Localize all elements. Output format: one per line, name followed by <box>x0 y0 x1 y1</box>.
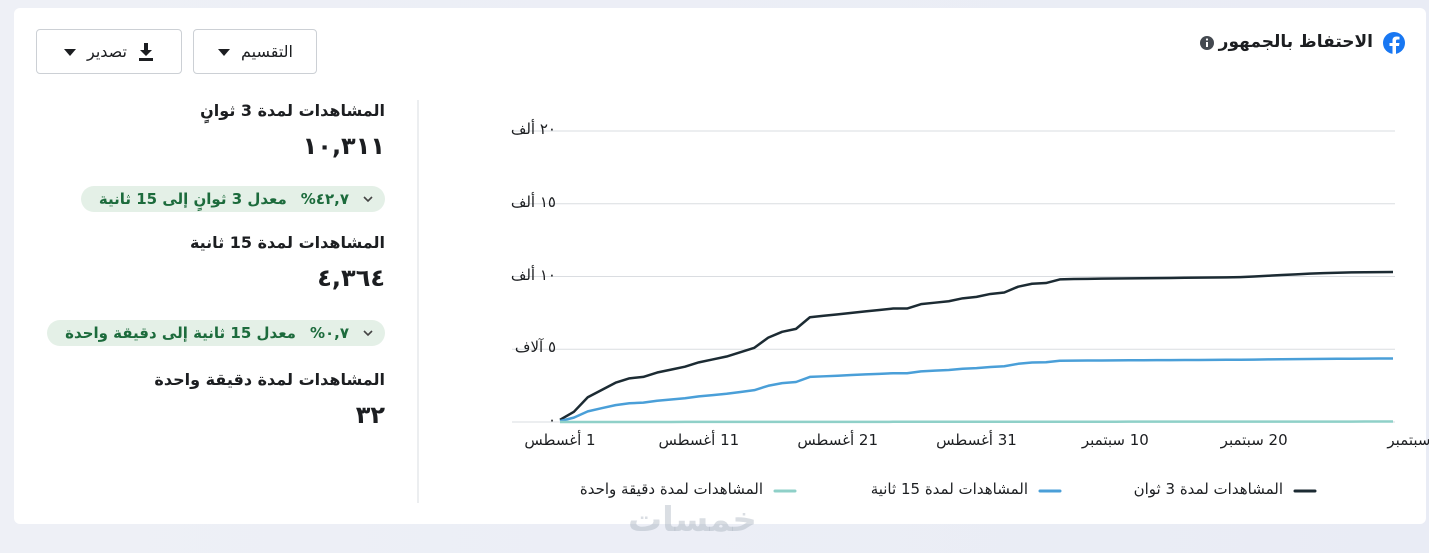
card <box>14 8 1426 524</box>
stat-label: المشاهدات لمدة 15 ثانية <box>189 233 385 252</box>
x-tick-label: 1 أغسطس <box>524 431 596 449</box>
info-glyph <box>1206 42 1208 47</box>
y-tick-label: ٠ <box>547 411 556 429</box>
export-button[interactable]: تصدير <box>36 29 182 74</box>
y-tick-label: ٢٠ ألف <box>510 120 556 138</box>
y-tick-label: ٥ آلاف <box>514 338 556 357</box>
series-line <box>559 357 1394 423</box>
legend-label: المشاهدات لمدة 3 ثوان <box>1133 480 1283 498</box>
dropdown-caret <box>64 48 76 56</box>
legend-label: المشاهدات لمدة 15 ثانية <box>870 480 1028 498</box>
y-tick-label: ١٠ ألف <box>510 265 556 284</box>
rate-pill[interactable]: ٤٢,٧% معدل 3 ثوانٍ إلى 15 ثانية <box>80 186 385 212</box>
rate-value: ٠,٧% <box>309 324 349 342</box>
stat-value: ٣٢ <box>355 401 385 429</box>
rate-label: معدل 15 ثانية إلى دقيقة واحدة <box>65 324 296 342</box>
x-tick-label: 20 سبتمبر <box>1220 431 1288 449</box>
x-tick-label: 31 أغسطس <box>936 431 1017 449</box>
card-title: الاحتفاظ بالجمهور <box>1218 32 1373 52</box>
x-tick-label: سبتمبر <box>1387 431 1429 449</box>
button-label: التقسيم <box>241 42 293 61</box>
chevron <box>363 330 373 337</box>
stat-value: ١٠,٣١١ <box>302 132 385 160</box>
rate-pill[interactable]: ٠,٧% معدل 15 ثانية إلى دقيقة واحدة <box>47 320 385 346</box>
chevron <box>363 196 373 203</box>
x-tick-label: 21 أغسطس <box>797 431 878 449</box>
dropdown-caret <box>218 48 230 56</box>
info-glyph <box>1205 38 1209 41</box>
x-tick-label: 11 أغسطس <box>658 431 740 449</box>
breakdown-button[interactable]: التقسيم <box>193 29 317 74</box>
watermark: خمسات <box>628 500 757 540</box>
legend-label: المشاهدات لمدة دقيقة واحدة <box>579 480 763 498</box>
button-label: تصدير <box>87 42 128 61</box>
rate-value: ٤٢,٧% <box>300 190 349 208</box>
x-tick-label: 10 سبتمبر <box>1081 431 1149 449</box>
series-line <box>559 270 1394 421</box>
download-icon <box>139 42 154 61</box>
stat-value: ٤,٣٦٤ <box>317 264 385 292</box>
stat-label: المشاهدات لمدة 3 ثوانٍ <box>200 101 385 120</box>
y-tick-label: ١٥ ألف <box>510 192 556 211</box>
facebook-glyph <box>1389 36 1400 54</box>
stat-label: المشاهدات لمدة دقيقة واحدة <box>154 370 385 389</box>
rate-label: معدل 3 ثوانٍ إلى 15 ثانية <box>98 190 287 208</box>
